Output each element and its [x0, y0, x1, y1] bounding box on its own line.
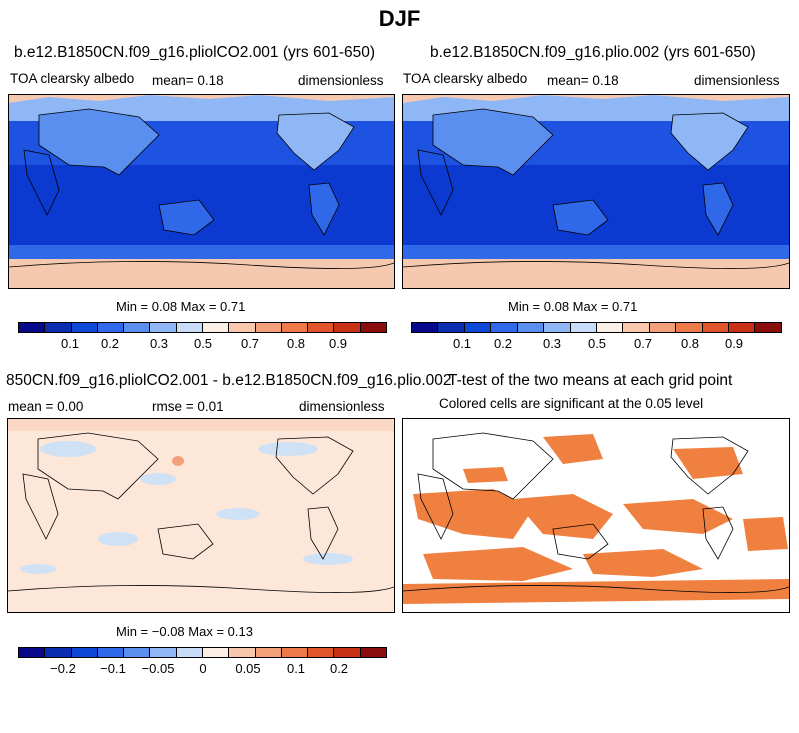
- panel2-tick-label: 0.2: [493, 336, 513, 351]
- panel1-colorbar-cell: [124, 323, 151, 332]
- panel1-colorbar-cell: [19, 323, 46, 332]
- panel3-title: 850CN.f09_g16.pliolCO2.001 - b.e12.B1850…: [6, 372, 452, 389]
- panel3-colorbar-cell: [229, 648, 256, 657]
- panel1-colorbar-cell: [97, 323, 125, 332]
- panel2-colorbar-cell: [729, 323, 756, 332]
- panel3-tick-label: 0.05: [235, 661, 261, 676]
- panel1-tick-label: 0.7: [240, 336, 260, 351]
- panel2-map-svg: [402, 95, 790, 288]
- panel1-variable-label: TOA clearsky albedo: [10, 71, 135, 86]
- panel3-tick-label: 0.2: [329, 661, 349, 676]
- panel4-subtitle: Colored cells are significant at the 0.0…: [439, 396, 704, 411]
- panel2-colorbar-cell: [491, 323, 518, 332]
- panel3-tick-label: 0: [199, 661, 207, 676]
- panel2-colorbar-cell: [676, 323, 703, 332]
- panel3-colorbar-cell: [308, 648, 335, 657]
- panel3-tick-label: −0.05: [141, 661, 175, 676]
- panel3-units-label: dimensionless: [299, 399, 385, 414]
- panel3-tick-label: −0.1: [100, 661, 126, 676]
- panel1-colorbar-cell: [150, 323, 177, 332]
- panel2-colorbar-cell: [570, 323, 597, 332]
- panel2-units-label: dimensionless: [694, 73, 780, 88]
- panel1-colorbar-cell: [176, 323, 203, 332]
- panel3-map-svg: [7, 419, 395, 612]
- panel2-tick-label: 0.8: [680, 336, 700, 351]
- panel3-colorbar-cell: [255, 648, 282, 657]
- panel3-colorbar-cell: [334, 648, 361, 657]
- panel1-colorbar-cell: [255, 323, 282, 332]
- panel1-colorbar-cell: [308, 323, 335, 332]
- panel1-colorbar-cell: [71, 323, 98, 332]
- panel1-colorbar-cell: [202, 323, 230, 332]
- panel1-colorbar-cell: [281, 323, 309, 332]
- panel3-colorbar-cell: [176, 648, 203, 657]
- panel1-tick-label: 0.5: [193, 336, 213, 351]
- panel3-colorbar-cell: [124, 648, 151, 657]
- panel1-units-label: dimensionless: [298, 73, 384, 88]
- panel2-tick-label: 0.7: [633, 336, 653, 351]
- panel1-map-svg: [8, 95, 395, 288]
- panel4-map-svg: [402, 419, 790, 612]
- panel1-tick-label: 0.8: [286, 336, 306, 351]
- panel2-mean-label: mean= 0.18: [547, 73, 619, 88]
- panel4-map: [402, 418, 790, 613]
- panel3-rmse-label: rmse = 0.01: [152, 399, 224, 414]
- panel2-colorbar-cell: [649, 323, 677, 332]
- panel3-colorbar-cell: [360, 648, 386, 657]
- panel1-mean-label: mean= 0.18: [152, 73, 224, 88]
- panel3-tick-label: 0.1: [286, 661, 306, 676]
- panel1-colorbar-cell: [360, 323, 386, 332]
- panel2-minmax: Min = 0.08 Max = 0.71: [508, 299, 638, 314]
- panel1-tick-label: 0.9: [328, 336, 348, 351]
- panel1-colorbar-cell: [229, 323, 256, 332]
- panel2-colorbar-cell: [544, 323, 571, 332]
- panel3-colorbar-cell: [97, 648, 125, 657]
- panel1-title: b.e12.B1850CN.f09_g16.pliolCO2.001 (yrs …: [14, 44, 376, 61]
- panel1-minmax: Min = 0.08 Max = 0.71: [116, 299, 246, 314]
- panel1-map: [8, 94, 395, 289]
- panel3-minmax: Min = −0.08 Max = 0.13: [116, 624, 253, 639]
- panel3-colorbar: [18, 647, 387, 658]
- panel1-tick-label: 0.3: [149, 336, 169, 351]
- panel2-colorbar-cell: [755, 323, 781, 332]
- panel2-title: b.e12.B1850CN.f09_g16.plio.002 (yrs 601-…: [430, 44, 756, 61]
- panel1-colorbar: [18, 322, 387, 333]
- panel2-colorbar-cell: [517, 323, 545, 332]
- panel3-mean-label: mean = 0.00: [8, 399, 84, 414]
- panel3-colorbar-cell: [150, 648, 177, 657]
- panel1-tick-label: 0.2: [100, 336, 120, 351]
- panel2-map: [402, 94, 790, 289]
- figure-title: DJF: [378, 6, 421, 31]
- panel1-colorbar-cell: [45, 323, 72, 332]
- panel2-colorbar-cell: [623, 323, 650, 332]
- panel2-colorbar-cell: [438, 323, 465, 332]
- panel2-colorbar-cell: [702, 323, 730, 332]
- panel3-colorbar-cell: [281, 648, 309, 657]
- panel3-colorbar-cell: [19, 648, 46, 657]
- panel3-tick-label: −0.2: [50, 661, 76, 676]
- panel2-colorbar-cell: [412, 323, 439, 332]
- panel1-tick-label: 0.1: [60, 336, 80, 351]
- panel1-colorbar-cell: [334, 323, 361, 332]
- panel2-variable-label: TOA clearsky albedo: [403, 71, 528, 86]
- panel3-colorbar-cell: [202, 648, 230, 657]
- panel2-colorbar: [411, 322, 782, 333]
- panel2-tick-label: 0.9: [724, 336, 744, 351]
- panel3-colorbar-cell: [71, 648, 98, 657]
- panel2-colorbar-cell: [596, 323, 624, 332]
- panel2-tick-label: 0.1: [452, 336, 472, 351]
- panel2-tick-label: 0.5: [587, 336, 607, 351]
- panel4-title: T-test of the two means at each grid poi…: [448, 372, 733, 389]
- panel3-map: [7, 418, 395, 613]
- panel3-colorbar-cell: [45, 648, 72, 657]
- panel2-tick-label: 0.3: [542, 336, 562, 351]
- panel2-colorbar-cell: [464, 323, 492, 332]
